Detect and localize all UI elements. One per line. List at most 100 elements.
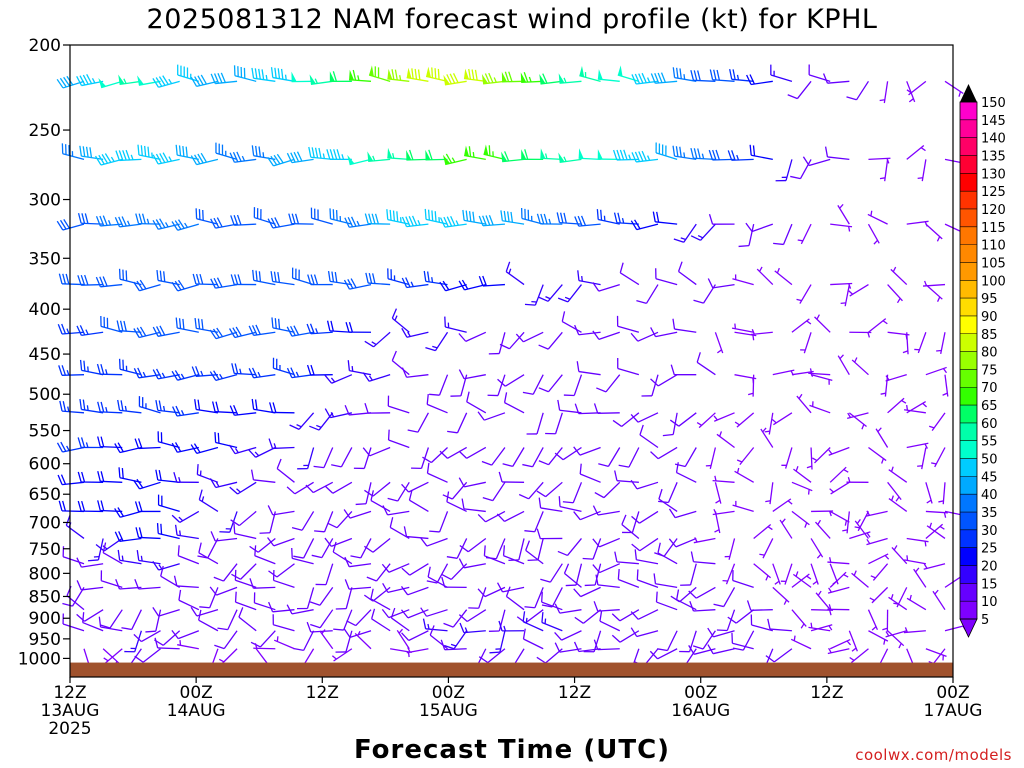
barb-feather — [84, 213, 89, 224]
barb-shaft — [774, 270, 793, 286]
barb-feather — [155, 368, 162, 379]
colorbar-segment — [960, 351, 977, 370]
wind-barb — [655, 142, 678, 161]
barb-shaft — [579, 446, 601, 456]
barb-shaft — [439, 511, 449, 533]
wind-barb — [888, 466, 908, 483]
barb-shaft — [814, 447, 831, 464]
wind-barb — [157, 431, 180, 449]
barb-feather — [690, 70, 695, 81]
barb-half-feather — [295, 371, 300, 377]
barb-shaft — [100, 411, 123, 414]
barb-half-feather — [804, 522, 808, 528]
barb-feather — [57, 324, 63, 335]
wind-barb — [814, 519, 831, 539]
barb-half-feather — [926, 499, 932, 504]
barb-shaft — [102, 648, 120, 665]
barb-feather — [80, 437, 86, 448]
barb-shaft — [712, 648, 735, 655]
wind-barb — [854, 519, 869, 539]
wind-barb — [773, 223, 793, 246]
barb-feather — [668, 538, 677, 548]
barb-shaft — [934, 447, 946, 468]
barb-feather — [481, 460, 492, 466]
barb-feather — [452, 73, 459, 83]
wind-barb — [734, 331, 757, 341]
wind-barb — [503, 392, 525, 414]
barb-shaft — [406, 331, 429, 338]
wind-barb — [488, 609, 506, 632]
barb-feather — [554, 642, 561, 653]
barb-half-feather — [936, 236, 941, 242]
wind-barb — [209, 327, 238, 340]
barb-shaft — [621, 412, 640, 427]
barb-feather — [732, 69, 736, 80]
barb-shaft — [216, 586, 238, 596]
wind-barb — [614, 551, 639, 565]
barb-feather — [238, 607, 244, 618]
wind-barb — [713, 587, 736, 608]
barb-shaft — [368, 282, 391, 286]
credit-link[interactable]: coolwx.com/models — [855, 746, 1012, 764]
barb-feather — [133, 281, 140, 292]
barb-shaft — [482, 223, 505, 227]
wind-barb — [307, 274, 333, 286]
barb-feather — [557, 550, 568, 557]
barb-half-feather — [816, 314, 820, 320]
barb-shaft — [272, 76, 295, 82]
wind-barb — [156, 523, 180, 540]
terrain-fill — [70, 662, 953, 677]
barb-feather — [152, 369, 159, 380]
barb-shaft — [158, 223, 180, 230]
barb-half-feather — [851, 647, 857, 652]
wind-barb — [407, 412, 429, 433]
barb-half-feather — [828, 587, 832, 593]
barb-shaft — [198, 619, 219, 632]
barb-shaft — [756, 268, 774, 286]
barb-feather — [162, 152, 169, 163]
barb-shaft — [273, 639, 295, 650]
barb-shaft — [752, 374, 755, 397]
barb-feather — [429, 530, 440, 533]
barb-shaft — [619, 609, 640, 622]
barb-feather — [679, 68, 682, 79]
wind-barb — [171, 219, 199, 231]
barb-half-feather — [142, 371, 147, 378]
barb-half-feather — [812, 457, 818, 462]
barb-feather — [178, 318, 182, 329]
barb-half-feather — [330, 377, 336, 383]
colorbar-segment — [960, 137, 977, 156]
wind-barb — [592, 505, 620, 516]
barb-feather — [641, 72, 647, 84]
barb-shaft — [429, 634, 448, 650]
colorbar-label: 105 — [981, 256, 1006, 271]
barb-shaft — [138, 374, 161, 379]
colorbar-label: 90 — [981, 310, 998, 325]
barb-feather — [636, 569, 639, 580]
barb-half-feather — [544, 153, 548, 159]
barb-half-feather — [783, 599, 788, 605]
barb-shaft — [926, 525, 946, 539]
wind-barb — [722, 563, 736, 585]
barb-shaft — [427, 472, 448, 483]
barb-half-feather — [330, 412, 335, 418]
barb-feather — [709, 69, 714, 80]
wind-barb — [887, 630, 905, 649]
barb-feather — [220, 72, 226, 83]
barb-feather — [336, 149, 341, 160]
barb-shaft — [523, 331, 544, 343]
colorbar-label: 145 — [981, 114, 1006, 129]
barb-shaft — [808, 74, 831, 82]
barb-feather — [59, 77, 67, 88]
barb-shaft — [791, 510, 810, 526]
wind-barb — [124, 630, 143, 653]
wind-barb — [593, 639, 620, 651]
barb-shaft — [119, 278, 142, 286]
barb-half-feather — [817, 590, 822, 596]
barb-feather — [536, 656, 546, 664]
barb-shaft — [408, 630, 429, 642]
barb-shaft — [176, 585, 199, 589]
barb-half-feather — [431, 277, 434, 283]
wind-barb — [403, 526, 429, 540]
wind-barb — [400, 586, 429, 596]
